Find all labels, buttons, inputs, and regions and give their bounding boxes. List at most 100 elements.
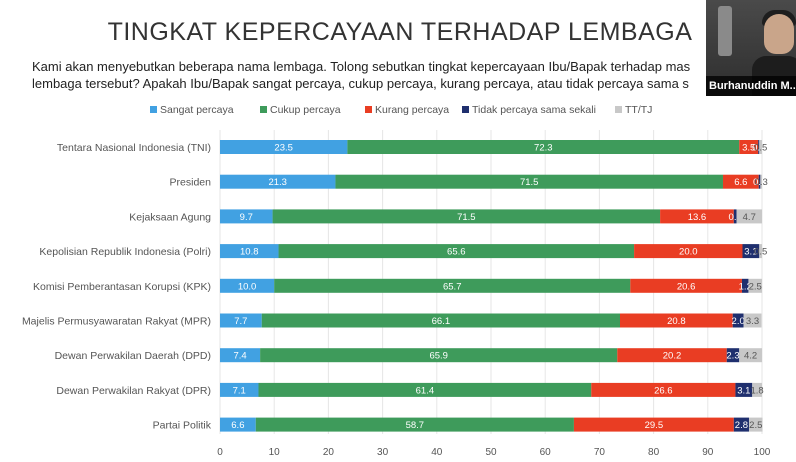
x-tick-label: 40 [431,447,443,458]
bar-segment [278,244,635,259]
x-tick-label: 10 [269,447,281,458]
data-label: 20.0 [679,247,698,258]
legend-swatch [260,106,267,113]
data-label: 20.8 [667,316,686,327]
legend-label: Sangat percaya [160,104,234,116]
data-label: 58.7 [406,420,425,431]
bar-segment [347,140,740,154]
data-label: 3.1 [737,385,750,396]
bar-segment [741,278,749,293]
data-label: 65.7 [443,281,462,292]
bar-segment [726,348,740,363]
question-text: Kami akan menyebutkan beberapa nama lemb… [32,58,712,92]
legend-label: Tidak percaya sama sekali [472,104,596,116]
data-label: 0.2 [752,143,765,154]
legend-item: Sangat percaya [150,104,234,116]
bar-segment [255,417,574,432]
x-tick-label: 80 [648,447,660,458]
bar-segment [739,348,762,363]
x-tick-label: 20 [323,447,335,458]
data-label: 65.6 [447,247,466,258]
bar-segment [274,278,631,293]
x-tick-label: 70 [594,447,606,458]
data-label: 3.5 [742,143,755,154]
bar-segment [591,382,736,397]
legend-item: TT/TJ [615,104,652,116]
bar-segment [752,382,762,397]
data-label: 2.8 [735,420,748,431]
data-label: 65.9 [429,351,448,362]
category-label: Kepolisian Republik Indonesia (Polri) [39,246,211,258]
bar-segment [220,417,256,432]
data-label: 3.1 [744,247,757,258]
data-label: 20.6 [677,281,696,292]
bar-segment [748,417,763,432]
x-tick-label: 30 [377,447,389,458]
data-label: 61.4 [416,385,435,396]
category-label: Dewan Perwakilan Rakyat (DPR) [56,385,211,397]
bar-segment [630,278,742,293]
data-label: 7.4 [233,351,246,362]
data-label: 6.6 [734,177,747,188]
bar-segment [220,348,261,363]
page-title: TINGKAT KEPERCAYAAN TERHADAP LEMBAGA [107,18,693,46]
category-label: Majelis Permusyawaratan Rakyat (MPR) [22,316,211,328]
data-label: 4.7 [743,212,756,223]
data-label: 29.5 [645,420,664,431]
legend-label: Kurang percaya [375,104,450,116]
bar-segment [634,244,743,259]
bar-segment [335,174,723,189]
bar-segment [220,140,348,154]
data-label: 4.2 [744,351,757,362]
bar-segment [758,174,761,189]
data-label: 1.8 [751,385,764,396]
bar-segment [272,209,661,224]
legend-item: Tidak percaya sama sekali [462,104,596,116]
bar-segment [759,140,762,154]
data-label: 0.5 [754,143,767,154]
x-tick-label: 60 [540,447,552,458]
webcam-lamp [718,6,732,56]
bar-segment [260,348,618,363]
data-label: 26.6 [654,385,673,396]
bar-segment [743,313,762,328]
bar-segment [733,209,737,224]
data-label: 1.2 [739,281,752,292]
bar-segment [742,244,760,259]
data-label: 0.3 [755,177,768,188]
legend-swatch [462,106,469,113]
data-label: 66.1 [432,316,451,327]
data-label: 71.5 [520,177,539,188]
data-label: 9.7 [240,212,253,223]
bar-segment [258,382,592,397]
bar-segment [733,417,749,432]
legend-label: Cukup percaya [270,104,341,116]
category-label: Komisi Pemberantasan Korupsi (KPK) [33,281,211,293]
bar-segment [220,313,262,328]
bar-segment [735,382,753,397]
webcam-video-tile[interactable]: Burhanuddin M... [706,0,796,96]
legend-item: Cukup percaya [260,104,341,116]
bar-segment [261,313,620,328]
legend-swatch [615,106,622,113]
bar-segment [220,278,275,293]
legend-label: TT/TJ [625,104,653,116]
x-tick-label: 100 [754,447,771,458]
x-tick-label: 50 [485,447,497,458]
webcam-person-head [764,14,794,54]
data-label: 21.3 [268,177,287,188]
bar-segment [760,174,762,189]
bar-segment [619,313,733,328]
data-label: 10.8 [240,247,259,258]
data-label: 0.5 [729,212,742,223]
data-label: 2.5 [749,281,762,292]
legend-item: Kurang percaya [365,104,449,116]
data-label: 13.6 [688,212,707,223]
data-label: 0.3 [753,177,766,188]
bar-segment [732,313,744,328]
bar-segment [573,417,734,432]
legend-swatch [150,106,157,113]
data-label: 2.3 [726,351,739,362]
data-label: 0.5 [754,247,767,258]
